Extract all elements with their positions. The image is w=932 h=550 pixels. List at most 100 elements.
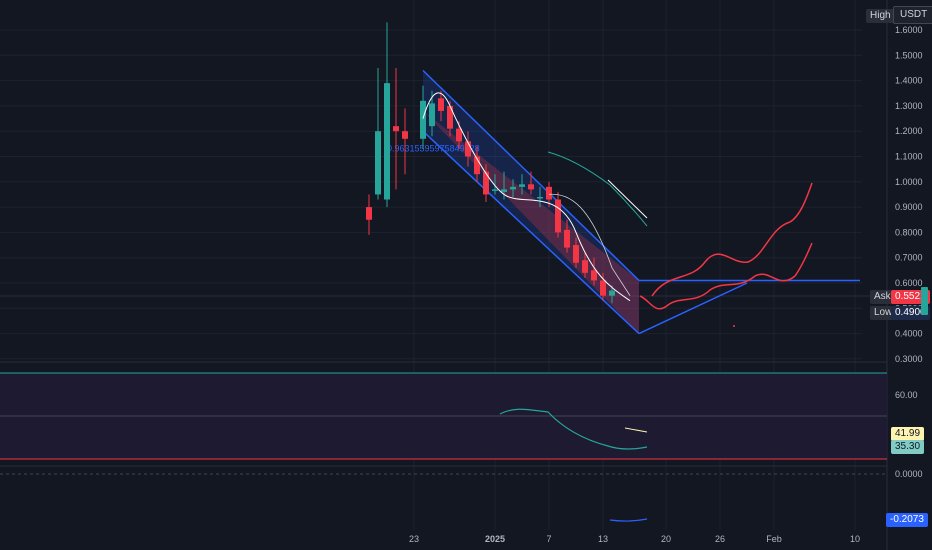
candle-body: [474, 156, 480, 175]
price-tick-label: 1.1000: [895, 152, 923, 162]
projection-line: [638, 282, 748, 335]
price-tick-label: 1.5000: [895, 50, 923, 60]
price-tick-label: 1.0000: [895, 177, 923, 187]
candle-down: [393, 67, 399, 190]
candle-body: [366, 207, 372, 220]
rsi-value-badge-b: 35.30: [891, 440, 925, 454]
rsi-value-badge-a: 41.99: [891, 427, 925, 441]
channel-label: 0.96315595975849328: [387, 143, 480, 153]
chart-grid: [0, 0, 888, 550]
candle-down: [573, 237, 579, 268]
candle-body: [375, 131, 381, 195]
candle-up: [375, 67, 381, 200]
forecast-dot: [733, 325, 735, 327]
candle-down: [402, 108, 408, 175]
candle-body: [438, 98, 444, 111]
ask-label: Ask: [870, 290, 895, 304]
candle-body: [555, 199, 561, 233]
time-tick-label: 7: [546, 534, 551, 544]
smoothed-line: [548, 194, 631, 296]
candle-body: [582, 260, 588, 273]
teal-indicator-line: [547, 151, 648, 227]
candle-down: [546, 181, 552, 208]
rsi-line: [499, 408, 648, 450]
candle-body: [402, 131, 408, 139]
candle-down: [600, 272, 606, 301]
candle-down: [564, 219, 570, 253]
price-tick-label: 0.4000: [895, 329, 923, 339]
price-tick-label: 0.8000: [895, 227, 923, 237]
candle-up: [537, 186, 543, 208]
forecast-lower-curve: [639, 242, 813, 310]
price-tick-label: 0.9000: [895, 202, 923, 212]
candle-up: [510, 179, 516, 197]
candle-body: [600, 280, 606, 296]
candle-down: [483, 164, 489, 203]
candle-body: [384, 83, 390, 200]
candle-body: [501, 189, 507, 192]
macd-pane: [0, 465, 887, 522]
candle-down: [528, 171, 534, 195]
candle-down: [474, 146, 480, 182]
candle-down: [366, 194, 372, 235]
candle-body: [429, 103, 435, 127]
candle-body: [528, 184, 534, 190]
candle-body: [564, 229, 570, 248]
descending-channel: 0.96315595975849328: [387, 69, 860, 335]
low-label: Low: [870, 306, 897, 320]
time-tick-label: 20: [661, 534, 671, 544]
price-tick-label: 1.6000: [895, 25, 923, 35]
overlay-lines: [422, 92, 813, 327]
candle-body: [447, 105, 453, 129]
low-price-badge: 0.4900: [891, 306, 930, 320]
macd-tick-label: 0.0000: [895, 469, 923, 479]
high-label[interactable]: High: [866, 9, 895, 23]
price-tick-label: 0.6000: [895, 278, 923, 288]
time-tick-label: 13: [598, 534, 608, 544]
currency-selector[interactable]: USDT: [893, 6, 932, 24]
candle-body: [483, 171, 489, 195]
rsi-pane: [0, 361, 887, 460]
time-tick-label: 26: [715, 534, 725, 544]
candle-up: [609, 285, 615, 304]
candle-body: [519, 184, 525, 187]
candle-up: [492, 174, 498, 195]
candle-body: [510, 186, 516, 190]
side-scroll-handle[interactable]: [921, 287, 928, 315]
candle-body: [573, 245, 579, 263]
candle-body: [465, 141, 471, 157]
time-tick-label: 2025: [485, 534, 505, 544]
moving-average-line: [422, 92, 631, 302]
candle-down: [591, 257, 597, 286]
price-tick-label: 1.3000: [895, 101, 923, 111]
price-tick-label: 0.3000: [895, 354, 923, 364]
candle-body: [456, 128, 462, 142]
candle-body: [591, 270, 597, 281]
candle-up: [429, 90, 435, 137]
price-tick-label: 1.4000: [895, 76, 923, 86]
candle-body: [393, 126, 399, 132]
candle-down: [465, 131, 471, 167]
rsi-signal-line: [624, 427, 648, 433]
candle-body: [609, 290, 615, 296]
candle-down: [582, 252, 588, 278]
candle-down: [555, 191, 561, 238]
candle-body: [492, 189, 498, 191]
price-tick-label: 1.2000: [895, 126, 923, 136]
time-tick-label: 23: [409, 534, 419, 544]
price-tick-label: 0.7000: [895, 253, 923, 263]
ask-price-badge: 0.5521: [891, 290, 930, 304]
candle-down: [438, 90, 444, 122]
candle-up: [384, 22, 390, 208]
macd-line: [609, 518, 648, 522]
candle-body: [537, 196, 543, 199]
macd-value-badge: -0.2073: [886, 513, 928, 527]
rsi-tick-label: 60.00: [895, 390, 918, 400]
forecast-upper-curve: [651, 182, 813, 297]
candle-body: [420, 100, 426, 139]
candle-body: [546, 186, 552, 200]
time-tick-label: 10: [850, 534, 860, 544]
white-indicator-line: [607, 179, 648, 219]
candle-up: [519, 174, 525, 195]
